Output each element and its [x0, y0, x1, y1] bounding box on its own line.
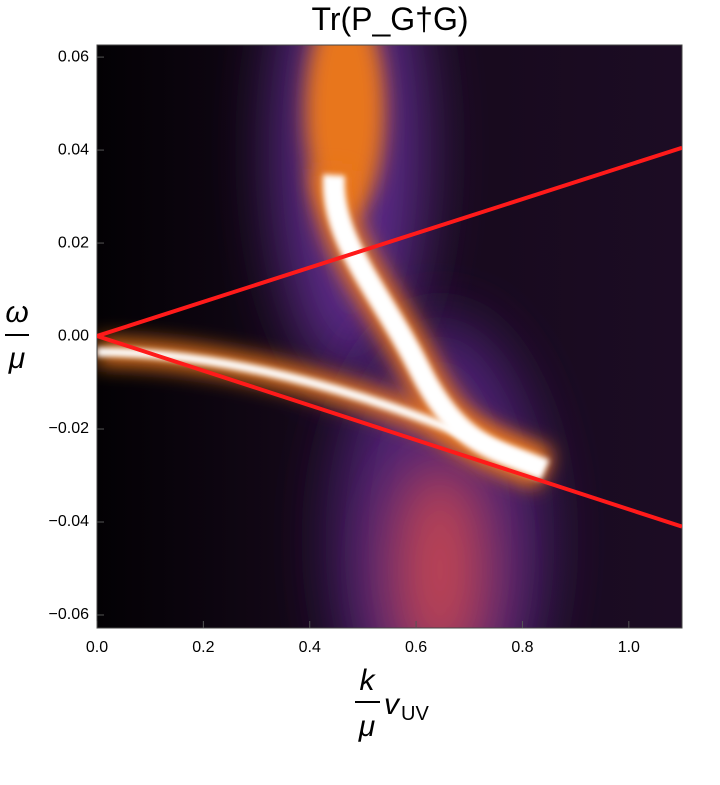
x-tick-label: 0.8 — [511, 639, 533, 656]
x-label-denominator: μ — [358, 710, 375, 743]
y-label-numerator: ω — [5, 296, 28, 329]
line — [97, 145, 682, 338]
y-label-denominator: μ — [8, 342, 25, 375]
x-label-symbol: v — [384, 688, 401, 721]
x-label-numerator: k — [360, 664, 377, 697]
density-field — [97, 45, 682, 628]
x-tick-label: 0.4 — [299, 639, 321, 656]
x-label-subscript: UV — [401, 703, 429, 725]
y-tick-label: 0.04 — [58, 141, 89, 158]
x-tick-label: 0.2 — [192, 639, 214, 656]
line — [97, 334, 682, 529]
y-tick-label: −0.02 — [49, 420, 90, 437]
chart-title: Tr(P_G†G) — [311, 1, 468, 37]
y-tick-label: −0.06 — [49, 606, 90, 623]
y-tick-label: −0.04 — [49, 513, 90, 530]
y-tick-label: 0.06 — [58, 48, 89, 65]
lines — [97, 145, 682, 529]
y-tick-label: 0.02 — [58, 234, 89, 251]
x-tick-label: 0.0 — [86, 639, 108, 656]
x-tick-label: 0.6 — [405, 639, 427, 656]
x-tick-label: 1.0 — [618, 639, 640, 656]
y-tick-label: 0.00 — [58, 327, 89, 344]
